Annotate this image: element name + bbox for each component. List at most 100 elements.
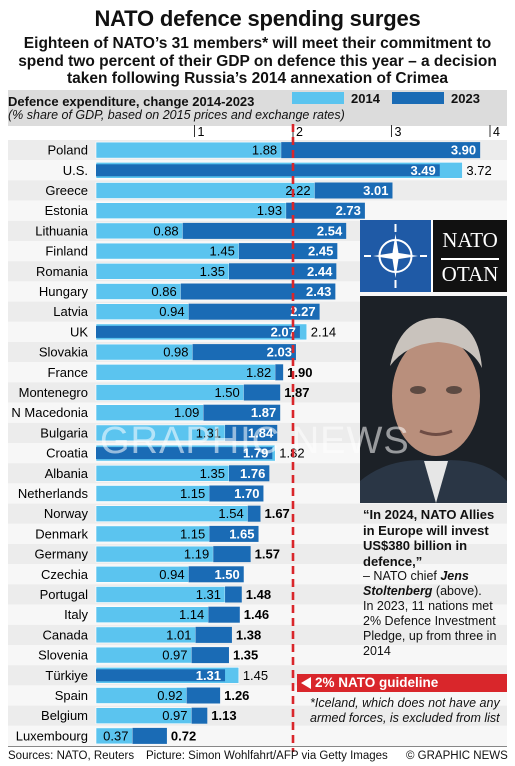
chart-subtitle: (% share of GDP, based on 2015 prices an… — [8, 108, 345, 122]
value-label-2023: 1.79 — [243, 446, 268, 461]
bar-2023 — [96, 447, 273, 460]
bar-2023 — [186, 687, 221, 704]
bar-2014 — [95, 202, 287, 219]
bar-2023 — [188, 303, 320, 320]
chart-title: Defence expenditure, change 2014-2023 — [8, 94, 255, 109]
bar-2023 — [188, 566, 244, 583]
category-label: Belgium — [41, 708, 88, 723]
legend-label-2023: 2023 — [451, 91, 480, 106]
value-label-2014: 1.93 — [257, 203, 282, 218]
bar-2014 — [95, 283, 182, 300]
value-label-2014: 1.14 — [179, 607, 204, 622]
category-label: Croatia — [46, 446, 89, 461]
value-label-2014: 3.72 — [466, 163, 491, 178]
value-label-2023: 1.35 — [233, 648, 258, 663]
value-label-2014: 1.15 — [180, 486, 205, 501]
value-label-2023: 2.45 — [308, 244, 333, 259]
value-label-2023: 2.43 — [306, 284, 331, 299]
legend-label-2014: 2014 — [351, 91, 380, 106]
value-label-2014: 2.14 — [311, 324, 336, 339]
value-label-2014: 0.37 — [103, 728, 128, 743]
value-label-2023: 1.50 — [214, 567, 239, 582]
value-label-2014: 1.88 — [252, 143, 277, 158]
quote-person-name: Jens Stoltenberg — [363, 569, 469, 598]
arrow-left-icon — [301, 677, 311, 689]
portrait-image — [360, 296, 507, 503]
value-label-2014: 0.97 — [162, 648, 187, 663]
bar-2023 — [191, 707, 208, 724]
value-label-2014: 0.97 — [162, 708, 187, 723]
category-label: Portugal — [40, 587, 89, 602]
quote-note: In 2023, 11 nations met 2% Defence Inves… — [363, 599, 497, 658]
axis-tick-label: 2 — [296, 125, 303, 139]
quote-block: “In 2024, NATO Allies in Europe will inv… — [363, 507, 509, 659]
logo-line-1: NATO — [442, 228, 498, 252]
attribution-suffix: (above). — [432, 584, 482, 598]
category-label: Italy — [64, 607, 88, 622]
value-label-2023: 1.46 — [244, 607, 269, 622]
bar-2023 — [228, 465, 270, 482]
axis-tick-label: 1 — [198, 125, 205, 139]
bar-2023 — [132, 727, 167, 744]
category-label: Luxembourg — [16, 728, 88, 743]
value-label-2023: 2.07 — [271, 324, 296, 339]
value-label-2023: 2.03 — [267, 345, 292, 360]
category-label: Poland — [48, 143, 88, 158]
category-label: Germany — [35, 547, 89, 562]
value-label-2014: 1.31 — [196, 425, 221, 440]
category-label: U.S. — [63, 163, 88, 178]
value-label-2014: 1.82 — [246, 365, 271, 380]
category-label: France — [48, 365, 88, 380]
value-label-2023: 2.44 — [307, 264, 333, 279]
legend-swatch-2023 — [392, 92, 444, 104]
category-label: Lithuania — [35, 223, 89, 238]
category-label: Denmark — [35, 526, 88, 541]
bar-2023 — [195, 626, 232, 643]
value-label-2014: 1.01 — [166, 627, 191, 642]
footer-sources: Sources: NATO, Reuters — [8, 750, 135, 762]
nato-wordmark: NATO OTAN — [433, 220, 507, 292]
bar-2023 — [203, 404, 281, 421]
category-label: Bulgaria — [40, 425, 88, 440]
bar-2023 — [191, 647, 229, 664]
logo-rule — [441, 258, 499, 260]
value-label-2023: 1.48 — [246, 587, 271, 602]
value-label-2023: 2.27 — [290, 304, 315, 319]
value-label-2023: 1.70 — [234, 486, 259, 501]
value-label-2014: 1.31 — [196, 587, 221, 602]
bar-2023 — [208, 606, 240, 623]
value-label-2014: 0.94 — [159, 304, 184, 319]
axis-tick-label: 4 — [493, 125, 500, 139]
value-label-2023: 1.87 — [251, 405, 276, 420]
value-label-2023: 1.13 — [211, 708, 236, 723]
category-label: UK — [70, 324, 88, 339]
bar-2014 — [95, 182, 315, 199]
compass-icon — [364, 224, 427, 288]
footer-copyright: © GRAPHIC NEWS — [406, 750, 508, 762]
value-label-2023: 1.26 — [224, 688, 249, 703]
bar-2023 — [247, 505, 261, 522]
category-label: Netherlands — [18, 486, 89, 501]
category-label: Spain — [55, 688, 88, 703]
bar-2023 — [209, 525, 259, 542]
value-label-2023: 1.90 — [287, 365, 312, 380]
value-label-2014: 0.92 — [157, 688, 182, 703]
value-label-2023: 2.73 — [336, 203, 361, 218]
value-label-2014: 0.98 — [163, 345, 188, 360]
bar-2023 — [96, 164, 440, 177]
value-label-2023: 1.31 — [196, 668, 221, 683]
category-label: N Macedonia — [11, 405, 88, 420]
value-label-2023: 2.54 — [317, 223, 343, 238]
bar-2023 — [96, 669, 226, 682]
value-label-2014: 1.54 — [218, 506, 243, 521]
value-label-2014: 1.35 — [200, 264, 225, 279]
category-label: Slovakia — [39, 345, 89, 360]
category-label: Montenegro — [19, 385, 88, 400]
value-label-2014: 0.86 — [151, 284, 176, 299]
value-label-2023: 3.01 — [363, 183, 388, 198]
bar-2023 — [192, 344, 296, 361]
bar-2023 — [228, 263, 337, 280]
value-label-2014: 1.09 — [174, 405, 199, 420]
bar-2023 — [275, 364, 284, 381]
value-label-2014: 1.45 — [210, 244, 235, 259]
